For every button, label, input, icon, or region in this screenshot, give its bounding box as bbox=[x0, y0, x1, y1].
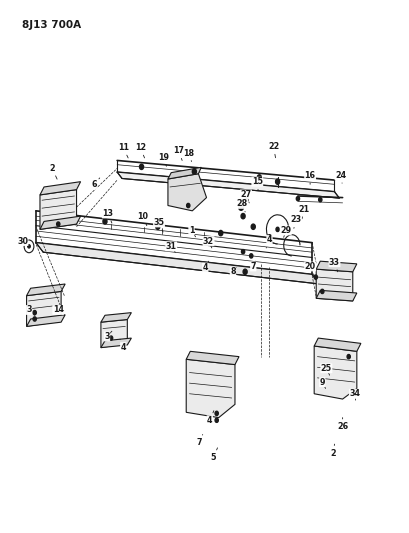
Polygon shape bbox=[27, 292, 61, 326]
Text: 23: 23 bbox=[290, 215, 301, 228]
Polygon shape bbox=[101, 319, 127, 348]
Text: 4: 4 bbox=[202, 261, 209, 272]
Text: 4: 4 bbox=[266, 236, 272, 248]
Polygon shape bbox=[40, 182, 81, 195]
Circle shape bbox=[219, 230, 223, 236]
Circle shape bbox=[251, 224, 255, 229]
Circle shape bbox=[249, 254, 253, 258]
Text: 28: 28 bbox=[237, 199, 248, 212]
Polygon shape bbox=[186, 359, 235, 418]
Circle shape bbox=[28, 245, 30, 248]
Text: 27: 27 bbox=[240, 190, 252, 203]
Text: 35: 35 bbox=[153, 218, 164, 232]
Circle shape bbox=[314, 275, 317, 279]
Text: 11: 11 bbox=[118, 143, 129, 158]
Polygon shape bbox=[186, 351, 239, 365]
Polygon shape bbox=[40, 216, 81, 229]
Text: 22: 22 bbox=[268, 142, 279, 158]
Text: 8J13 700A: 8J13 700A bbox=[22, 20, 81, 30]
Circle shape bbox=[156, 224, 160, 229]
Polygon shape bbox=[27, 315, 65, 326]
Circle shape bbox=[276, 179, 280, 184]
Circle shape bbox=[241, 249, 245, 254]
Text: 19: 19 bbox=[158, 153, 169, 166]
Text: 4: 4 bbox=[207, 411, 214, 425]
Circle shape bbox=[215, 411, 218, 416]
Circle shape bbox=[276, 227, 279, 231]
Text: 2: 2 bbox=[330, 444, 336, 458]
Text: 24: 24 bbox=[335, 171, 346, 183]
Circle shape bbox=[103, 219, 107, 224]
Text: 18: 18 bbox=[184, 149, 195, 161]
Circle shape bbox=[238, 204, 243, 211]
Text: 21: 21 bbox=[299, 205, 310, 219]
Text: 33: 33 bbox=[329, 258, 340, 272]
Text: 6: 6 bbox=[91, 178, 100, 189]
Text: 3: 3 bbox=[26, 305, 35, 316]
Text: 4: 4 bbox=[120, 339, 126, 352]
Circle shape bbox=[33, 311, 36, 315]
Text: 12: 12 bbox=[135, 143, 146, 158]
Text: 7: 7 bbox=[250, 261, 256, 271]
Circle shape bbox=[321, 289, 324, 294]
Polygon shape bbox=[316, 290, 357, 301]
Text: 26: 26 bbox=[337, 418, 348, 431]
Polygon shape bbox=[316, 269, 353, 301]
Polygon shape bbox=[316, 261, 357, 272]
Polygon shape bbox=[314, 338, 361, 351]
Circle shape bbox=[257, 175, 261, 180]
Text: 29: 29 bbox=[280, 226, 291, 237]
Circle shape bbox=[110, 336, 113, 340]
Text: 3: 3 bbox=[104, 331, 112, 341]
Circle shape bbox=[187, 204, 190, 208]
Circle shape bbox=[319, 198, 322, 202]
Circle shape bbox=[215, 418, 218, 422]
Polygon shape bbox=[101, 313, 131, 322]
Text: 16: 16 bbox=[305, 171, 316, 184]
Text: 10: 10 bbox=[137, 212, 148, 225]
Polygon shape bbox=[314, 346, 357, 399]
Polygon shape bbox=[36, 243, 319, 284]
Circle shape bbox=[192, 169, 196, 174]
Circle shape bbox=[347, 354, 351, 359]
Circle shape bbox=[241, 214, 245, 219]
Circle shape bbox=[139, 164, 144, 169]
Text: 34: 34 bbox=[349, 389, 360, 400]
Text: 13: 13 bbox=[102, 209, 113, 223]
Text: 32: 32 bbox=[203, 237, 214, 248]
Circle shape bbox=[267, 235, 272, 240]
Circle shape bbox=[243, 269, 247, 274]
Text: 30: 30 bbox=[17, 237, 28, 246]
Text: 8: 8 bbox=[230, 268, 236, 276]
Polygon shape bbox=[168, 167, 201, 179]
Text: 1: 1 bbox=[189, 226, 196, 237]
Text: 7: 7 bbox=[197, 434, 203, 447]
Polygon shape bbox=[101, 338, 131, 348]
Polygon shape bbox=[117, 172, 339, 198]
Polygon shape bbox=[27, 284, 65, 296]
Circle shape bbox=[296, 197, 299, 201]
Circle shape bbox=[33, 317, 36, 321]
Text: 20: 20 bbox=[305, 262, 316, 276]
Text: 2: 2 bbox=[49, 164, 57, 179]
Circle shape bbox=[245, 197, 248, 201]
Text: 9: 9 bbox=[319, 377, 326, 389]
Text: 17: 17 bbox=[173, 147, 184, 160]
Text: 14: 14 bbox=[53, 305, 64, 314]
Text: 5: 5 bbox=[211, 448, 218, 462]
Text: 15: 15 bbox=[252, 177, 263, 191]
Text: 25: 25 bbox=[321, 364, 332, 375]
Polygon shape bbox=[168, 174, 207, 211]
Circle shape bbox=[56, 222, 60, 226]
Polygon shape bbox=[40, 190, 76, 229]
Text: 31: 31 bbox=[166, 242, 177, 252]
